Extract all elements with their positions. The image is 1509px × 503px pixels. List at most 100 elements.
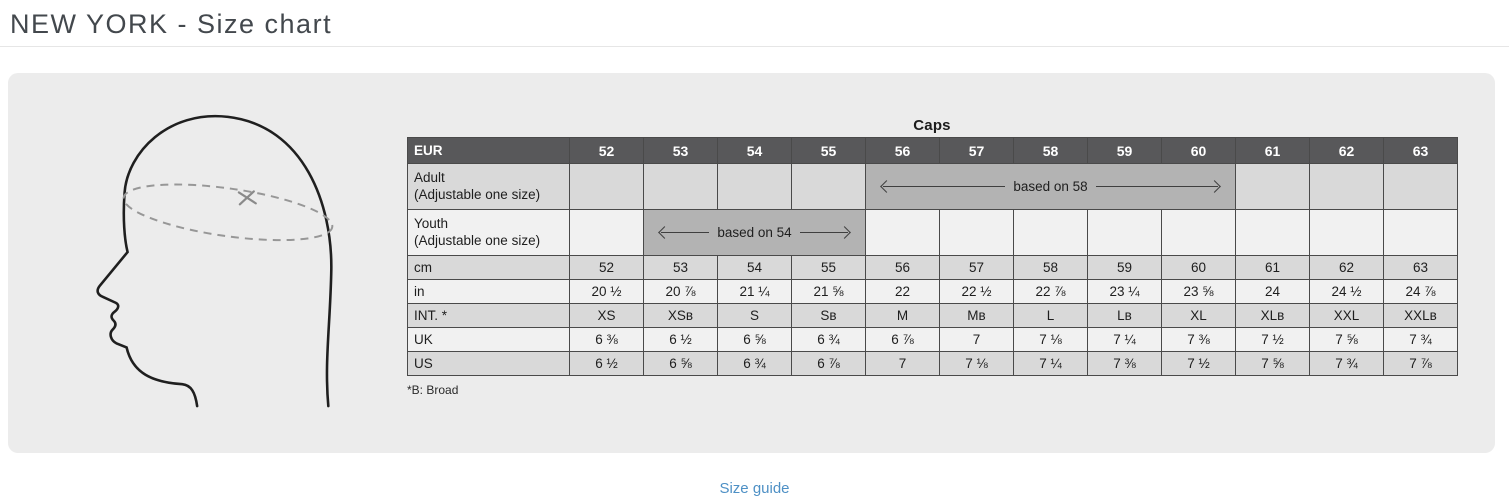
size-chart-panel: Caps EUR 52 53 54 55 56 57 58 59 60 61 62 63 Adult (Ad… xyxy=(8,73,1495,453)
table-cell: 7 ¾ xyxy=(1383,327,1458,352)
size-col-header: 57 xyxy=(939,137,1014,164)
table-cell: 7 ⅞ xyxy=(1383,351,1458,376)
table-cell: 7 ⅜ xyxy=(1087,351,1162,376)
table-cell: 7 xyxy=(939,327,1014,352)
table-cell: 6 ⅝ xyxy=(717,327,792,352)
adult-row-label: Adult (Adjustable one size) xyxy=(407,163,570,210)
table-cell: Sʙ xyxy=(791,303,866,328)
size-col-header: 59 xyxy=(1087,137,1162,164)
row-label: UK xyxy=(407,327,570,352)
header-cell-eur: EUR xyxy=(407,137,570,164)
table-cell: 7 ⅛ xyxy=(939,351,1014,376)
arrow-left-icon xyxy=(658,226,671,239)
table-cell: 7 ⅜ xyxy=(1161,327,1236,352)
based-on-span-cell: based on 58 xyxy=(865,163,1236,210)
table-cell: 57 xyxy=(939,255,1014,280)
table-cell: 55 xyxy=(791,255,866,280)
table-cell: XL xyxy=(1161,303,1236,328)
arrow-left-icon xyxy=(880,180,893,193)
table-cell: 6 ½ xyxy=(569,351,644,376)
size-col-header: 55 xyxy=(791,137,866,164)
head-measurement-figure xyxy=(70,101,370,424)
caps-table-title: Caps xyxy=(913,117,951,134)
arrow-line xyxy=(1095,186,1219,187)
table-footnote: *B: Broad xyxy=(407,383,459,397)
table-cell: 63 xyxy=(1383,255,1458,280)
table-cell: 6 ⅞ xyxy=(791,351,866,376)
table-cell: 7 xyxy=(865,351,940,376)
table-cell: M xyxy=(865,303,940,328)
table-cell: 60 xyxy=(1161,255,1236,280)
youth-row: Youth (Adjustable one size) based on 54 xyxy=(407,209,1458,256)
table-cell: 6 ⅝ xyxy=(643,351,718,376)
table-cell-empty xyxy=(1235,163,1310,210)
table-cell-empty xyxy=(1383,163,1458,210)
table-cell: 22 ⅞ xyxy=(1013,279,1088,304)
table-cell-empty xyxy=(643,163,718,210)
caps-table: EUR 52 53 54 55 56 57 58 59 60 61 62 63 Adult (Adjusta… xyxy=(407,137,1458,376)
title-divider xyxy=(0,46,1509,47)
based-on-span-cell: based on 54 xyxy=(643,209,866,256)
table-cell: 24 ½ xyxy=(1309,279,1384,304)
size-col-header: 53 xyxy=(643,137,718,164)
table-cell: XXLʙ xyxy=(1383,303,1458,328)
table-row-int: INT. * XS XSʙ S Sʙ M Mʙ L Lʙ XL XLʙ XXL XXLʙ xyxy=(407,303,1458,328)
table-cell: 56 xyxy=(865,255,940,280)
based-on-text: based on 54 xyxy=(717,225,792,240)
size-col-header: 62 xyxy=(1309,137,1384,164)
size-col-header: 58 xyxy=(1013,137,1088,164)
table-cell: 21 ¼ xyxy=(717,279,792,304)
table-cell: 23 ¼ xyxy=(1087,279,1162,304)
table-cell: 54 xyxy=(717,255,792,280)
row-label-text: Adult xyxy=(414,169,445,185)
table-row-in: in 20 ½ 20 ⅞ 21 ¼ 21 ⅝ 22 22 ½ 22 ⅞ 23 ¼ 23 ⅝ 24 24… xyxy=(407,279,1458,304)
table-cell: 21 ⅝ xyxy=(791,279,866,304)
table-cell-empty xyxy=(1161,209,1236,256)
size-col-header: 61 xyxy=(1235,137,1310,164)
table-row-cm: cm 52 53 54 55 56 57 58 59 60 61 62 63 xyxy=(407,255,1458,280)
row-label-subtext: (Adjustable one size) xyxy=(414,232,541,248)
table-cell: XXL xyxy=(1309,303,1384,328)
table-cell: 20 ½ xyxy=(569,279,644,304)
table-cell: 6 ⅞ xyxy=(865,327,940,352)
size-guide-link[interactable]: Size guide xyxy=(719,480,790,497)
row-label: US xyxy=(407,351,570,376)
table-cell: XLʙ xyxy=(1235,303,1310,328)
table-cell-empty xyxy=(1309,163,1384,210)
table-cell: S xyxy=(717,303,792,328)
table-cell: 7 ¼ xyxy=(1013,351,1088,376)
table-cell-empty xyxy=(1383,209,1458,256)
table-cell: 7 ⅛ xyxy=(1013,327,1088,352)
table-cell-empty xyxy=(865,209,940,256)
table-cell: 22 ½ xyxy=(939,279,1014,304)
table-cell-empty xyxy=(1087,209,1162,256)
table-cell: 6 ⅜ xyxy=(569,327,644,352)
based-on-text: based on 58 xyxy=(1013,179,1088,194)
table-cell-empty xyxy=(569,209,644,256)
table-cell: 6 ¾ xyxy=(717,351,792,376)
table-cell: 24 ⅞ xyxy=(1383,279,1458,304)
table-cell: XSʙ xyxy=(643,303,718,328)
caps-table-body: EUR 52 53 54 55 56 57 58 59 60 61 62 63 Adult (Adjusta… xyxy=(407,137,1458,376)
table-cell: 7 ⅝ xyxy=(1309,327,1384,352)
table-cell: 62 xyxy=(1309,255,1384,280)
page-title: NEW YORK - Size chart xyxy=(10,9,333,39)
table-cell: 23 ⅝ xyxy=(1161,279,1236,304)
table-cell: 20 ⅞ xyxy=(643,279,718,304)
table-cell: 61 xyxy=(1235,255,1310,280)
arrow-line xyxy=(799,232,849,233)
table-cell: XS xyxy=(569,303,644,328)
row-label: in xyxy=(407,279,570,304)
size-col-header: 56 xyxy=(865,137,940,164)
table-cell-empty xyxy=(791,163,866,210)
table-cell-empty xyxy=(939,209,1014,256)
table-cell: 59 xyxy=(1087,255,1162,280)
table-cell-empty xyxy=(1235,209,1310,256)
table-cell: 58 xyxy=(1013,255,1088,280)
arrow-line xyxy=(661,232,710,233)
adult-row: Adult (Adjustable one size) based on 58 xyxy=(407,163,1458,210)
arrow-right-icon xyxy=(838,226,851,239)
row-label-text: Youth xyxy=(414,215,449,231)
